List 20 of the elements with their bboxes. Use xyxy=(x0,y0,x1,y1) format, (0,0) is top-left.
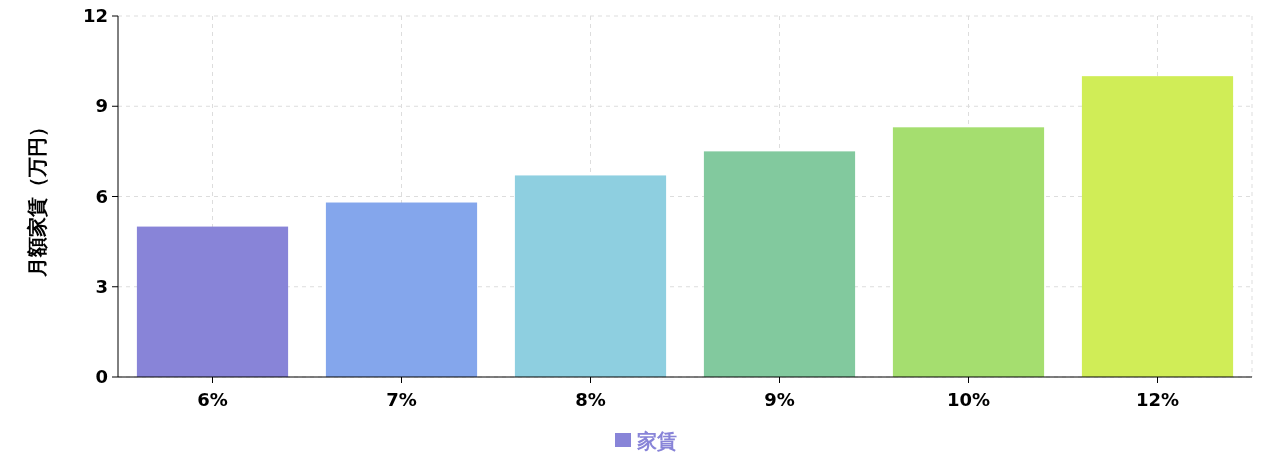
y-tick-label: 3 xyxy=(95,275,108,297)
x-tick-label: 6% xyxy=(197,389,228,410)
y-tick-label: 0 xyxy=(95,366,108,387)
y-tick-label: 12 xyxy=(82,5,108,26)
bar xyxy=(325,202,478,377)
x-tick-label: 8% xyxy=(575,389,606,410)
x-tick-label: 12% xyxy=(1135,389,1180,410)
y-tick-label: 6 xyxy=(95,185,108,207)
bar xyxy=(514,175,667,377)
x-tick-label: 10% xyxy=(946,389,991,410)
bar xyxy=(892,127,1045,377)
legend: 家賃 xyxy=(615,429,677,453)
bar xyxy=(1081,76,1234,377)
legend-label: 家賃 xyxy=(636,429,677,453)
y-axis-title: 月額家賃（万円） xyxy=(25,116,49,278)
bar xyxy=(703,151,856,377)
y-tick-label: 9 xyxy=(95,95,108,117)
x-tick-label: 9% xyxy=(764,389,795,410)
bar xyxy=(136,226,289,377)
x-tick-label: 7% xyxy=(386,389,417,410)
